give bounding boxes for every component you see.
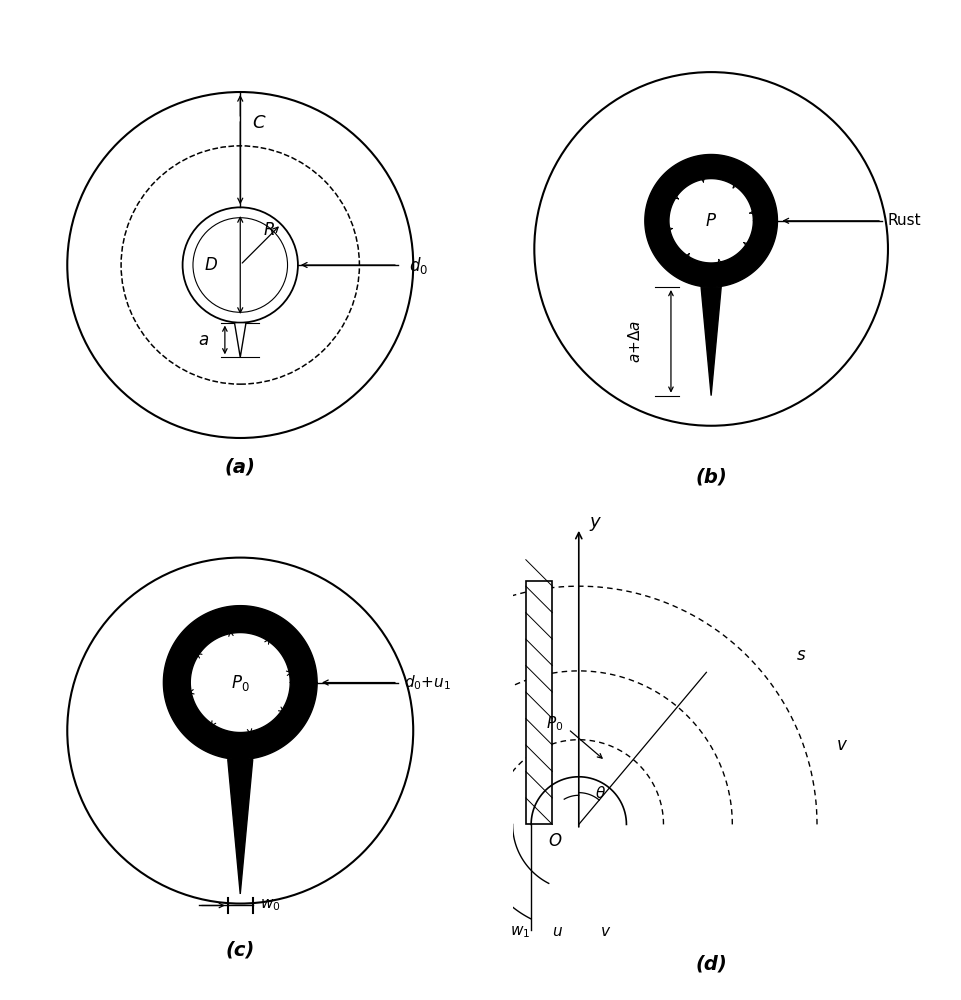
Text: $a$+$\Delta a$: $a$+$\Delta a$ <box>627 320 643 363</box>
Text: $d_0$: $d_0$ <box>409 254 429 275</box>
Text: $w_1$: $w_1$ <box>510 925 530 940</box>
Text: (a): (a) <box>225 458 256 477</box>
Text: $d_0$+$u_1$: $d_0$+$u_1$ <box>404 673 451 692</box>
Text: $v$: $v$ <box>835 736 848 754</box>
Bar <box>526 581 553 824</box>
Text: $R$: $R$ <box>263 221 275 239</box>
Polygon shape <box>234 323 246 357</box>
Text: $u$: $u$ <box>553 924 563 939</box>
Text: $P$: $P$ <box>705 212 717 230</box>
Text: $w_0$: $w_0$ <box>260 898 281 913</box>
Text: $D$: $D$ <box>204 256 218 274</box>
Text: Rust: Rust <box>888 213 922 228</box>
Text: $O$: $O$ <box>549 832 563 850</box>
Polygon shape <box>702 287 721 396</box>
Text: $C$: $C$ <box>252 114 266 132</box>
Polygon shape <box>163 606 317 759</box>
Text: $s$: $s$ <box>796 646 806 664</box>
Text: $P_0$: $P_0$ <box>546 714 563 733</box>
Polygon shape <box>228 759 253 894</box>
Text: $P_0$: $P_0$ <box>231 673 250 693</box>
Text: (d): (d) <box>695 955 727 974</box>
Polygon shape <box>645 154 777 287</box>
Text: (c): (c) <box>226 940 255 959</box>
Text: (b): (b) <box>695 467 727 486</box>
Text: $v$: $v$ <box>600 924 611 939</box>
Text: $\theta$: $\theta$ <box>595 785 605 801</box>
Text: $y$: $y$ <box>589 515 603 533</box>
Text: $a$: $a$ <box>198 331 209 349</box>
